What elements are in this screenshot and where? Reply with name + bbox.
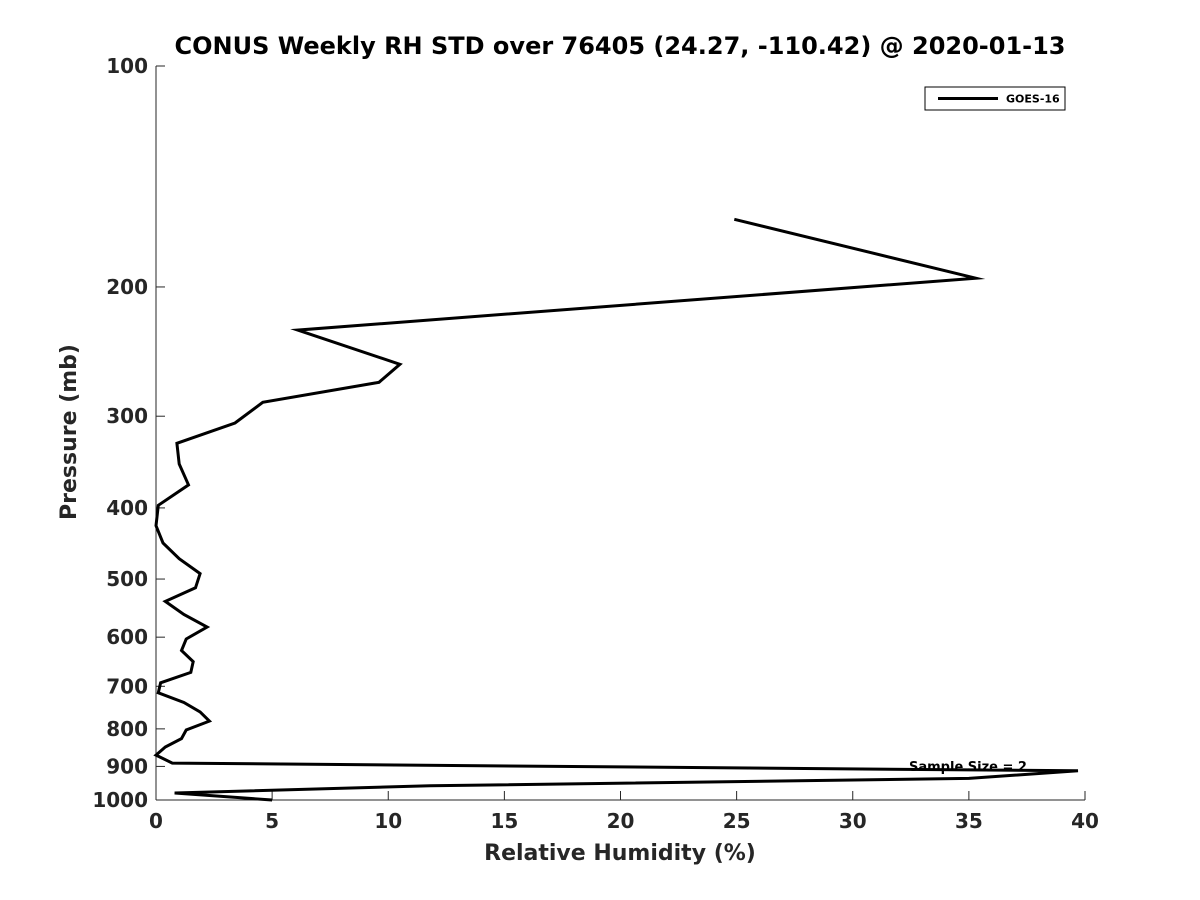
y-tick-label: 700: [106, 674, 148, 698]
axes: 0 5 10 15 20 25 30 35 40 100 200 300 400 500 600 700 800…: [92, 54, 1099, 833]
y-tick-label: 1000: [92, 788, 148, 812]
x-tick-label: 40: [1071, 809, 1099, 833]
x-tick-label: 20: [607, 809, 635, 833]
y-tick-label: 500: [106, 567, 148, 591]
x-tick-label: 25: [723, 809, 751, 833]
y-tick-label: 200: [106, 275, 148, 299]
legend: GOES-16: [924, 86, 1066, 111]
y-tick-label: 800: [106, 717, 148, 741]
x-tick-label: 5: [265, 809, 279, 833]
y-tick-label: 600: [106, 625, 148, 649]
x-tick-label: 10: [374, 809, 402, 833]
x-tick-label: 0: [149, 809, 163, 833]
series-line-goes-16: [153, 217, 1079, 802]
y-tick-label: 100: [106, 54, 148, 78]
x-tick-label: 35: [955, 809, 983, 833]
x-tick-label: 30: [839, 809, 867, 833]
legend-label-goes-16: GOES-16: [1006, 93, 1060, 106]
y-tick-label: 900: [106, 754, 148, 778]
y-tick-label: 400: [106, 496, 148, 520]
x-axis-label: Relative Humidity (%): [484, 841, 756, 866]
series-layer: [153, 217, 1079, 802]
y-axis-label: Pressure (mb): [57, 344, 82, 520]
x-tick-label: 15: [490, 809, 518, 833]
sample-size-annotation: Sample Size = 2: [909, 760, 1027, 775]
y-tick-label: 300: [106, 404, 148, 428]
chart-title: CONUS Weekly RH STD over 76405 (24.27, -…: [174, 32, 1065, 60]
